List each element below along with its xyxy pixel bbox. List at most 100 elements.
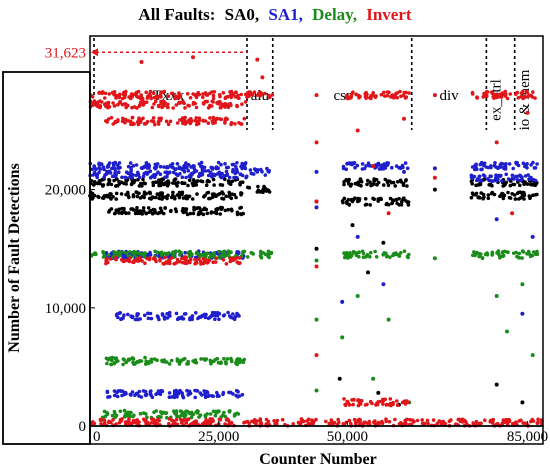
data-point [355,234,360,239]
data-point [314,205,319,210]
data-point [408,417,412,422]
data-point [382,90,386,95]
data-point [504,172,509,177]
data-point [343,403,348,408]
data-point [97,179,102,183]
data-point [242,357,247,362]
data-point [372,94,377,98]
data-point [128,256,132,260]
data-point [120,211,124,215]
max-marker-label: 31,623 [45,45,86,61]
data-point [263,91,267,96]
data-point [178,358,183,363]
data-point [235,161,239,165]
data-point [486,193,491,197]
data-point [426,421,430,426]
data-point [167,391,172,395]
data-point [192,207,197,212]
data-point [314,93,319,98]
data-point [177,93,182,97]
data-point [169,208,173,213]
data-point [192,167,197,171]
data-point [355,294,360,298]
data-point [137,175,142,180]
data-point [235,311,239,316]
data-point [222,174,227,178]
data-point [143,355,147,360]
data-point [243,166,248,171]
data-point [190,412,194,417]
data-point [240,392,245,397]
data-point [248,168,253,172]
data-point [389,180,394,185]
data-point [144,90,148,95]
data-point [96,181,100,186]
data-point [403,402,408,406]
data-point [371,376,376,381]
data-point [238,360,242,365]
x-axis-frame [89,425,544,445]
data-point [206,178,210,183]
data-point [197,257,201,262]
data-point [169,256,174,260]
data-point [157,418,161,423]
data-point [520,400,525,405]
data-point [175,121,180,125]
data-point [476,195,481,199]
data-point [397,254,402,258]
data-point [159,101,163,106]
title-entry-invert: Invert [366,5,412,24]
data-point [235,357,240,361]
data-point [515,191,520,196]
data-point [149,421,154,425]
data-point [229,103,233,108]
data-point [405,166,410,171]
data-point [188,211,193,216]
data-point [184,421,189,425]
data-point [114,191,119,196]
data-point [138,411,143,416]
data-point [212,252,217,257]
data-point [160,191,165,195]
data-point [196,90,201,95]
data-point [259,254,263,258]
data-point [154,195,158,200]
data-point [134,173,138,178]
data-point [121,254,126,259]
data-point [194,169,199,173]
data-point [438,419,443,424]
data-point [112,250,116,254]
data-point [472,174,477,179]
data-point [111,101,115,105]
data-point [124,179,129,183]
data-point [521,96,526,100]
data-point [490,421,495,425]
data-point [150,105,155,110]
data-point [214,207,218,212]
data-point [117,421,122,425]
data-point [211,394,215,399]
data-point [210,119,215,123]
data-point [264,422,269,426]
data-point [266,249,271,254]
data-point [484,94,489,99]
data-point [490,91,495,96]
chart-title: All Faults: SA0, SA1, Delay, Invert [138,5,411,24]
data-point [164,251,169,256]
data-point [103,96,107,100]
data-point [135,194,140,199]
data-point [146,206,151,210]
data-point [314,140,319,145]
data-point [184,259,189,264]
data-point [206,419,211,424]
data-point [159,90,163,95]
data-point [385,90,390,94]
data-point [239,164,243,169]
data-point [138,120,143,124]
data-point [395,403,400,408]
data-point [232,317,237,322]
data-point [398,89,402,94]
y-axis-label: Number of Fault Detections [6,163,23,352]
data-point [386,183,391,188]
data-point [515,161,519,165]
